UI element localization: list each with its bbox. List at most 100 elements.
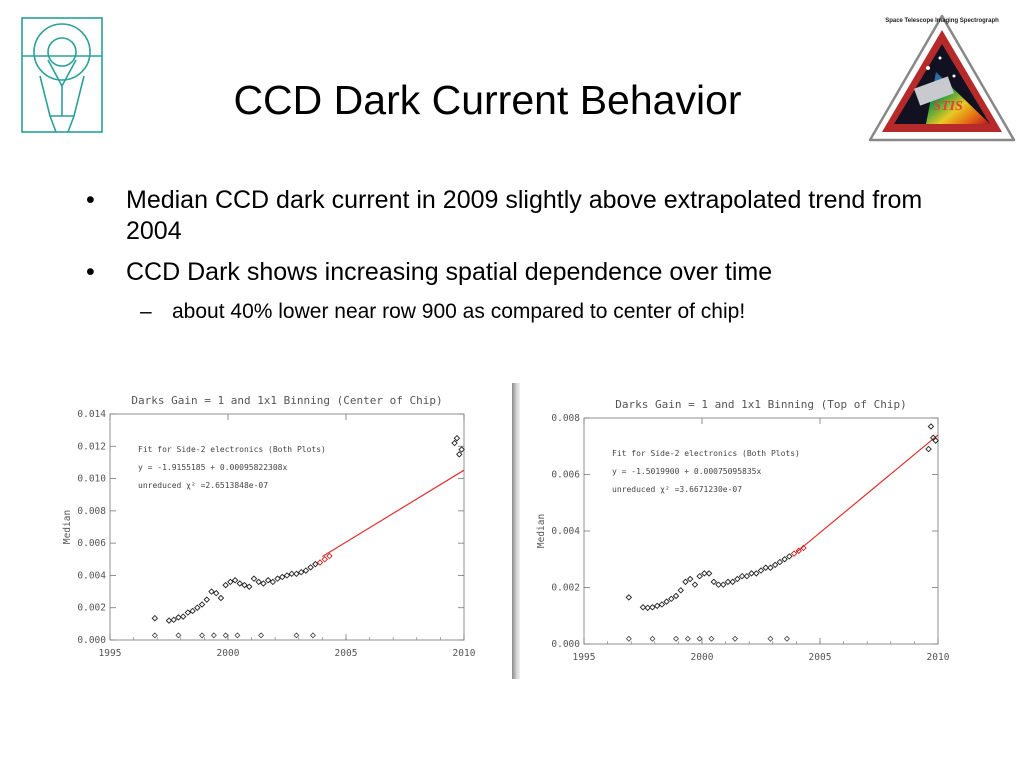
data-point: [696, 572, 703, 580]
data-point: [753, 570, 760, 577]
baseline-point: [151, 632, 158, 639]
x-tick-label: 2000: [691, 652, 714, 663]
chart-title: Darks Gain = 1 and 1x1 Binning (Center o…: [131, 394, 442, 407]
data-point: [790, 550, 798, 557]
data-point: [165, 617, 173, 624]
data-point: [283, 572, 291, 579]
y-tick-label: 0.010: [77, 474, 106, 485]
bullet-glyph: •: [86, 186, 95, 214]
data-point: [738, 572, 746, 580]
fit-annotation: unreduced χ² =3.6671230e-07: [612, 485, 742, 494]
data-point: [781, 556, 788, 563]
data-point: [639, 604, 647, 611]
data-point: [288, 570, 295, 578]
data-point: [720, 581, 727, 588]
data-point: [686, 575, 694, 583]
baseline-point: [309, 632, 316, 639]
y-tick-label: 0.002: [551, 583, 580, 594]
y-tick-label: 0.006: [77, 538, 106, 549]
data-point: [236, 580, 244, 587]
baseline-point: [625, 635, 632, 642]
y-tick-label: 0.008: [77, 506, 106, 517]
y-tick-label: 0.014: [77, 409, 106, 420]
data-point: [279, 573, 286, 581]
baseline-point: [210, 632, 217, 639]
data-point: [458, 446, 465, 453]
data-point: [212, 589, 220, 597]
data-point: [170, 616, 177, 624]
data-point: [189, 607, 196, 615]
data-point: [321, 556, 328, 563]
baseline-point: [783, 635, 790, 642]
data-point: [241, 581, 248, 589]
data-point: [734, 575, 741, 583]
baseline-point: [708, 635, 715, 642]
dash-glyph: –: [140, 300, 152, 323]
data-point: [771, 561, 779, 569]
data-point: [194, 604, 201, 611]
data-point: [668, 595, 675, 603]
x-tick-label: 2005: [335, 648, 358, 659]
bullet-item: • CCD Dark shows increasing spatial depe…: [86, 257, 936, 288]
data-point: [312, 560, 319, 568]
subbullet-text: about 40% lower near row 900 as compared…: [172, 300, 746, 323]
data-point: [729, 578, 736, 586]
fit-line: [322, 469, 465, 558]
x-tick-label: 2010: [927, 652, 950, 663]
bullet-list: • Median CCD dark current in 2009 slight…: [86, 185, 936, 326]
data-point: [198, 601, 206, 608]
fit-annotation: Fit for Side-2 electronics (Both Plots): [138, 445, 326, 454]
y-tick-label: 0.000: [77, 635, 106, 646]
x-tick-label: 2000: [217, 648, 240, 659]
data-point: [307, 564, 314, 571]
slide-title: CCD Dark Current Behavior: [233, 77, 742, 123]
data-point: [250, 575, 258, 582]
data-point: [451, 439, 458, 447]
baseline-point: [293, 632, 300, 639]
telescope-mirror-logo-icon: [21, 17, 103, 133]
data-point: [701, 570, 708, 577]
data-point: [927, 423, 935, 430]
baseline-point: [696, 635, 703, 642]
data-point: [179, 613, 187, 620]
patch-center-text: STIS: [933, 99, 963, 114]
data-point: [743, 572, 751, 580]
baseline-point: [258, 632, 265, 639]
baseline-point: [175, 632, 182, 639]
data-point: [316, 559, 324, 566]
patch-arc-text: Space Telescope Imaging Spectrograph: [885, 18, 999, 24]
data-point: [786, 553, 793, 560]
data-point: [326, 552, 333, 560]
data-point: [663, 598, 670, 605]
data-point: [776, 558, 784, 566]
data-point: [260, 580, 267, 587]
data-point: [175, 614, 182, 621]
data-point: [705, 570, 713, 577]
data-point: [255, 578, 262, 586]
data-point: [217, 594, 225, 602]
data-point: [264, 577, 272, 584]
data-point: [649, 604, 656, 611]
y-tick-label: 0.004: [551, 526, 580, 537]
data-point: [715, 581, 722, 588]
data-point: [208, 588, 215, 595]
subbullet-item: – about 40% lower near row 900 as compar…: [86, 298, 936, 326]
baseline-point: [199, 632, 206, 639]
data-point: [748, 570, 755, 577]
fit-annotation: unreduced χ² =2.6513848e-07: [138, 481, 268, 490]
image-divider: [512, 383, 520, 679]
data-point: [456, 451, 463, 458]
y-tick-label: 0.012: [77, 441, 106, 452]
data-point: [184, 609, 192, 616]
stis-mission-patch-icon: STIS Space Telescope Imaging Spectrograp…: [868, 14, 1016, 142]
baseline-point: [673, 635, 680, 642]
top-of-chip-chart: Darks Gain = 1 and 1x1 Binning (Top of C…: [536, 398, 950, 663]
y-tick-label: 0.006: [551, 470, 580, 481]
x-tick-label: 1995: [573, 652, 596, 663]
data-point: [691, 581, 699, 588]
x-tick-label: 2010: [453, 648, 476, 659]
fit-annotation: y = -1.5019900 + 0.00075095835x: [612, 467, 761, 476]
data-point: [762, 564, 769, 571]
data-point: [227, 578, 234, 586]
baseline-point: [234, 632, 241, 639]
